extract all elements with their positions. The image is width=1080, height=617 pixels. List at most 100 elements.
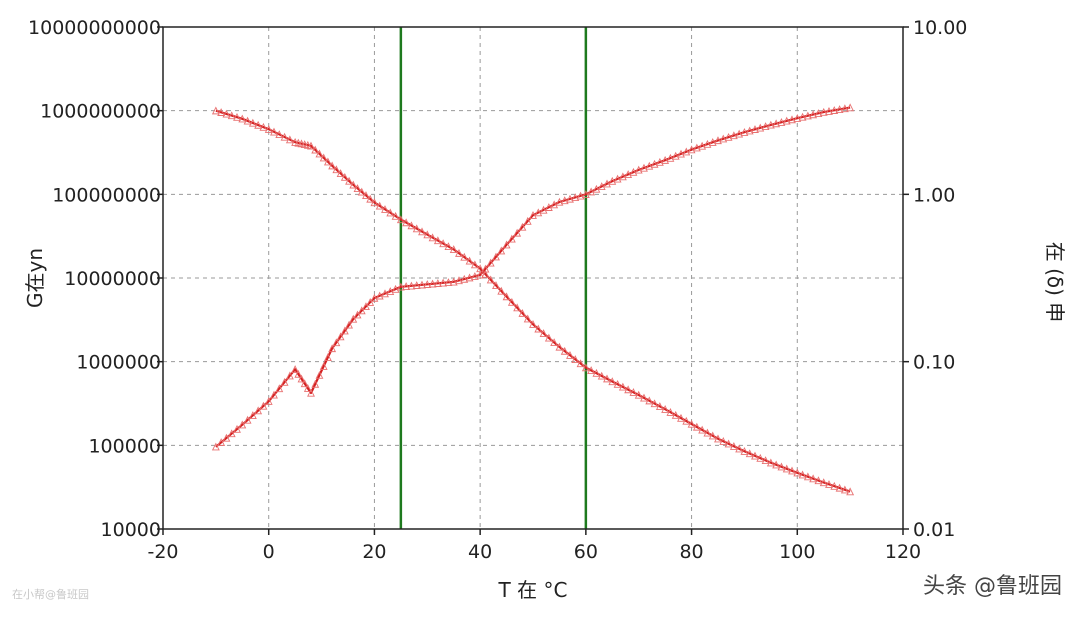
modulus-series-marker	[428, 233, 437, 242]
modulus-series-marker	[470, 260, 479, 269]
tan-delta-series-marker	[291, 365, 300, 373]
modulus-series-marker	[825, 480, 833, 488]
modulus-series-marker	[264, 125, 273, 133]
tan-delta-series-marker	[692, 143, 701, 152]
modulus-series-marker	[603, 374, 611, 383]
modulus-series-marker	[566, 350, 574, 359]
tan-delta-series-marker	[555, 197, 564, 206]
x-tick-label: 0	[263, 541, 275, 563]
watermark-left: 在小帮@鲁班园	[12, 588, 89, 601]
modulus-series-marker	[788, 466, 796, 475]
tan-delta-series-marker	[687, 145, 696, 154]
tan-delta-series-marker	[357, 306, 366, 315]
tan-delta-series-marker	[782, 116, 791, 125]
modulus-series-marker	[315, 149, 324, 158]
modulus-series-marker	[366, 194, 375, 203]
tan-delta-series-marker	[391, 284, 400, 293]
tan-delta-series-marker	[740, 128, 749, 136]
tan-delta-series-marker	[566, 194, 574, 203]
tan-delta-series-marker	[280, 377, 289, 386]
tan-delta-series-marker	[349, 314, 358, 323]
ticks	[157, 26, 909, 535]
tan-delta-series-marker	[819, 107, 828, 116]
modulus-series-marker	[645, 396, 654, 405]
modulus-series-marker	[275, 130, 284, 139]
tan-delta-series-marker	[523, 216, 532, 225]
tan-delta-series-marker	[655, 157, 664, 166]
modulus-series-marker	[513, 303, 522, 312]
modulus-series-marker	[396, 215, 405, 224]
tan-delta-series-marker	[714, 136, 722, 145]
y-left-tick-label: 100000	[88, 435, 161, 457]
modulus-series-marker	[407, 221, 416, 230]
modulus-series-marker	[756, 453, 765, 462]
tan-delta-series-marker	[592, 184, 601, 193]
tan-delta-series-marker	[634, 165, 643, 174]
modulus-series-marker	[597, 371, 606, 380]
tan-delta-series-marker	[497, 246, 506, 255]
modulus-series-marker	[840, 485, 849, 494]
modulus-series-marker	[613, 379, 622, 388]
modulus-series-marker	[703, 428, 712, 437]
tan-delta-series-marker	[315, 370, 324, 379]
tan-delta-series-marker	[233, 424, 241, 433]
tan-delta-series-marker	[428, 279, 437, 288]
tan-delta-series-marker	[502, 240, 511, 249]
modulus-series-marker	[311, 145, 320, 154]
modulus-series-marker	[439, 239, 448, 248]
modulus-series-marker	[618, 382, 627, 391]
tan-delta-series-marker	[362, 302, 370, 311]
tan-delta-series-marker	[698, 141, 707, 150]
tan-delta-series-marker	[751, 125, 759, 133]
tan-delta-series-marker	[353, 310, 362, 319]
tan-delta-series-marker	[238, 420, 247, 429]
modulus-series-marker	[381, 205, 389, 213]
modulus-series-marker	[332, 165, 341, 174]
tan-delta-series-marker	[766, 120, 775, 129]
modulus-series-marker	[497, 286, 506, 295]
y-left-tick-label: 1000000000	[40, 101, 161, 123]
modulus-series-marker	[740, 447, 749, 455]
modulus-series-marker	[581, 363, 590, 372]
tan-delta-series-marker	[576, 191, 585, 200]
modulus-series-marker	[745, 449, 754, 458]
modulus-series-marker	[248, 118, 257, 127]
modulus-series-marker	[666, 407, 675, 416]
y-right-tick-label: 0.10	[913, 352, 955, 374]
tan-delta-series-marker	[571, 193, 580, 202]
x-tick-label: 80	[679, 541, 703, 563]
y-axis-right-label: 在 (δ) 申	[1043, 242, 1067, 323]
tan-delta-series-marker	[470, 272, 479, 280]
modulus-series-marker	[560, 346, 569, 355]
tan-delta-series-marker	[539, 205, 548, 214]
modulus-series-marker	[793, 468, 802, 477]
tan-delta-series-marker	[544, 203, 553, 211]
modulus-series-marker	[418, 227, 426, 236]
x-tick-label: 100	[779, 541, 815, 563]
tan-delta-series-marker	[423, 280, 432, 288]
modulus-series-marker	[307, 141, 315, 150]
modulus-series-marker	[714, 434, 722, 443]
tan-delta-series-marker	[340, 326, 349, 335]
tan-delta-series-marker	[745, 126, 754, 135]
y-left-tick-label: 10000000000	[28, 17, 161, 39]
modulus-series-marker	[544, 333, 553, 342]
tan-delta-series-marker	[597, 182, 606, 191]
modulus-series-marker	[782, 464, 791, 473]
modulus-series-marker	[809, 474, 818, 483]
modulus-series-marker	[539, 329, 548, 337]
modulus-series-marker	[698, 425, 707, 434]
tan-delta-series-marker	[492, 252, 500, 261]
series	[211, 103, 855, 496]
tan-delta-series-marker	[729, 131, 738, 140]
tan-delta-series-marker	[444, 278, 453, 286]
vertical-markers	[399, 27, 588, 529]
tan-delta-series-marker	[460, 274, 469, 283]
tan-delta-series-marker	[581, 190, 590, 198]
tan-delta-series-marker	[777, 118, 786, 126]
modulus-series-marker	[243, 116, 252, 125]
tan-delta-series-marker	[381, 289, 389, 298]
modulus-series-marker	[692, 422, 701, 431]
modulus-series-marker	[340, 172, 349, 181]
modulus-series-marker	[222, 109, 231, 118]
